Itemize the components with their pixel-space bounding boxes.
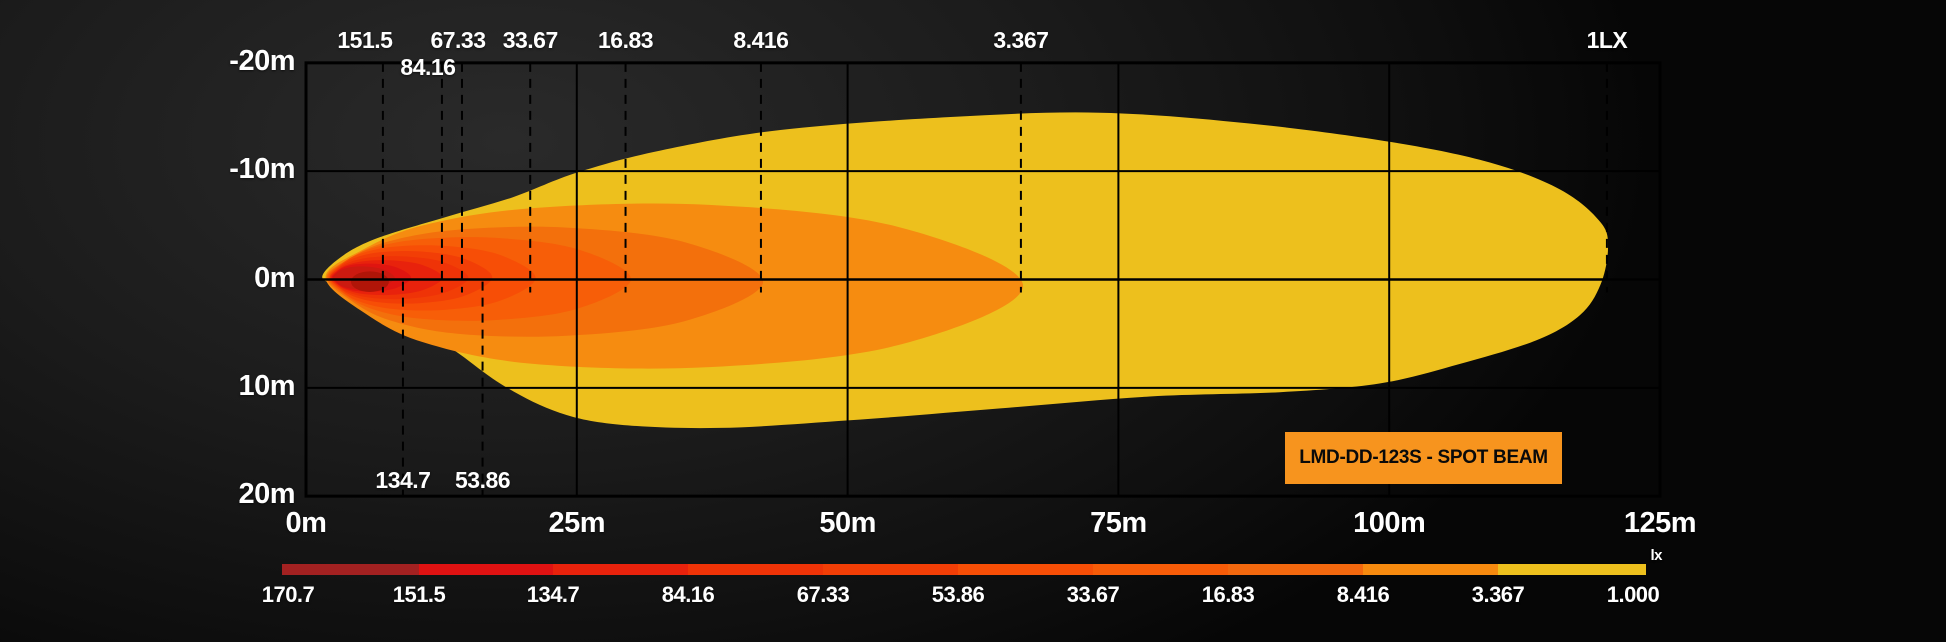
colorbar-label-3.367: 3.367 (1471, 582, 1525, 607)
beam-hotspot-170.7lx (350, 271, 389, 292)
marker-label-151.5: 151.5 (337, 27, 393, 53)
x-axis-label-125m: 125m (1623, 507, 1697, 539)
colorbar-label-67.33: 67.33 (796, 582, 850, 607)
marker-label-16.83: 16.83 (598, 27, 654, 53)
marker-label-84.16: 84.16 (400, 54, 456, 80)
product-title-box: LMD-DD-123S - SPOT BEAM (1285, 432, 1562, 484)
marker-label-67.33: 67.33 (430, 27, 486, 53)
colorbar-label-33.67: 33.67 (1066, 582, 1120, 607)
marker-label-53.86: 53.86 (455, 467, 511, 493)
y-axis-label--20m: -20m (229, 44, 295, 77)
x-axis-label-25m: 25m (548, 507, 606, 539)
plot-border (304, 61, 1662, 498)
lux-colorbar (282, 564, 1646, 575)
colorbar-label-1.000: 1.000 (1606, 582, 1660, 607)
product-title-text: LMD-DD-123S - SPOT BEAM (1299, 447, 1548, 468)
colorbar-label-151.5: 151.5 (392, 582, 446, 607)
y-axis-label-0m: 0m (254, 261, 295, 294)
y-axis-label-10m: 10m (238, 369, 295, 402)
x-axis-label-75m: 75m (1090, 507, 1147, 539)
y-axis-label-20m: 20m (238, 478, 295, 511)
colorbar-label-134.7: 134.7 (526, 582, 580, 607)
x-axis-label-50m: 50m (819, 507, 876, 539)
marker-label-134.7: 134.7 (375, 467, 431, 493)
y-axis-label--10m: -10m (229, 153, 295, 186)
marker-label-8.416: 8.416 (733, 27, 789, 53)
colorbar-unit-label: lx (1650, 547, 1662, 564)
colorbar-label-53.86: 53.86 (931, 582, 985, 607)
colorbar-label-84.16: 84.16 (661, 582, 715, 607)
distance-marker-lines-layer (381, 62, 1608, 497)
marker-label-3.367: 3.367 (993, 27, 1049, 53)
colorbar-label-8.416: 8.416 (1336, 582, 1390, 607)
x-axis-label-100m: 100m (1353, 507, 1426, 539)
x-axis-label-0m: 0m (285, 507, 327, 539)
colorbar-label-16.83: 16.83 (1201, 582, 1255, 607)
marker-label-33.67: 33.67 (502, 27, 559, 53)
colorbar-label-170.7: 170.7 (261, 582, 315, 607)
marker-label-1LX: 1LX (1586, 27, 1628, 53)
